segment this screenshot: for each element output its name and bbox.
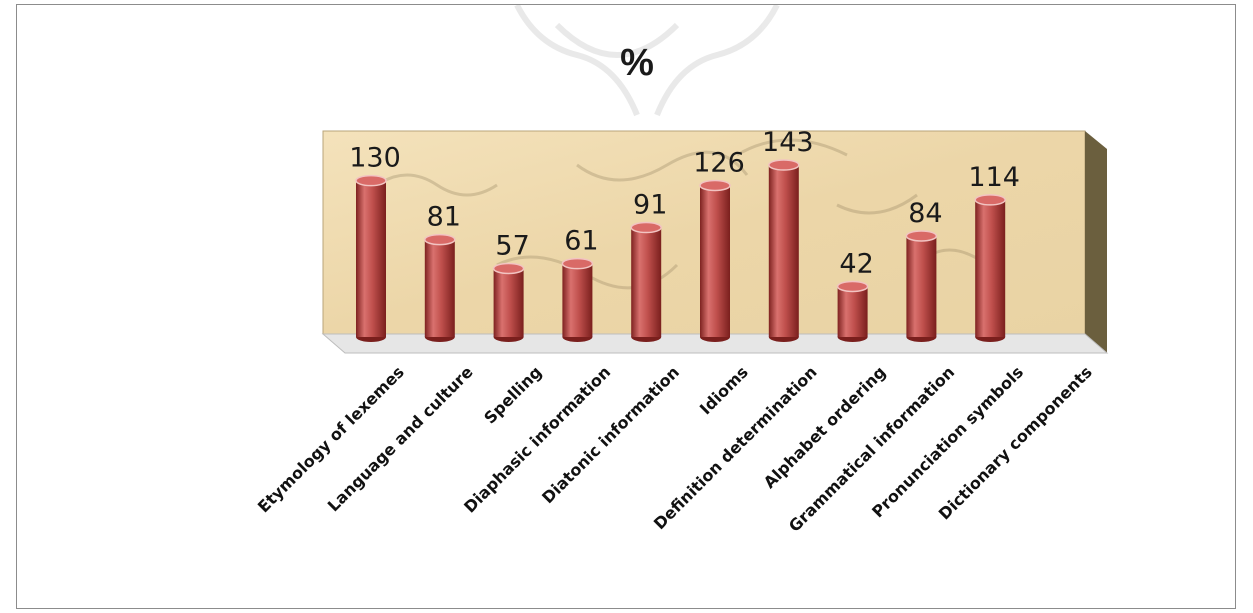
data-label-9: 84 <box>908 198 942 229</box>
data-label-8: 42 <box>839 248 873 279</box>
bar-8 <box>836 280 869 342</box>
data-label-10: 114 <box>968 162 1020 193</box>
bar-9 <box>905 230 938 342</box>
watermark-ornament <box>514 5 780 117</box>
bar-6 <box>699 179 731 342</box>
category-label-5: Diatonic information <box>538 362 683 507</box>
bar-5 <box>630 221 662 342</box>
data-label-5: 91 <box>633 190 667 221</box>
data-label-7: 143 <box>762 127 814 158</box>
category-label-4: Diaphasic information <box>460 362 614 516</box>
chart-wall-side <box>1085 131 1107 353</box>
category-label-3: Spelling <box>480 362 545 427</box>
bar-chart: % 130 81 57 61 91 126 143 42 84 114 Etymology of … <box>254 5 1109 536</box>
data-label-1: 130 <box>349 143 401 174</box>
bar-3 <box>492 262 525 342</box>
data-label-3: 57 <box>495 230 529 261</box>
bar-4 <box>561 257 594 342</box>
chart-frame: % 130 81 57 61 91 126 143 42 84 114 Etymology of … <box>16 4 1236 609</box>
category-label-8: Alphabet ordering <box>760 362 890 492</box>
bar-7 <box>768 159 800 342</box>
bar-2 <box>424 233 456 342</box>
category-label-6: Idioms <box>696 362 752 418</box>
data-label-2: 81 <box>427 202 461 233</box>
bar-10 <box>974 194 1006 342</box>
data-label-6: 126 <box>693 147 745 178</box>
data-labels-group: 130 81 57 61 91 126 143 42 84 114 <box>349 127 1020 279</box>
chart-title: % <box>620 42 654 84</box>
category-label-2: Language and culture <box>324 362 477 515</box>
bar-1 <box>355 174 387 342</box>
data-label-4: 61 <box>564 226 598 257</box>
bars-group <box>355 159 1006 342</box>
category-label-1: Etymology of lexemes <box>254 362 408 516</box>
